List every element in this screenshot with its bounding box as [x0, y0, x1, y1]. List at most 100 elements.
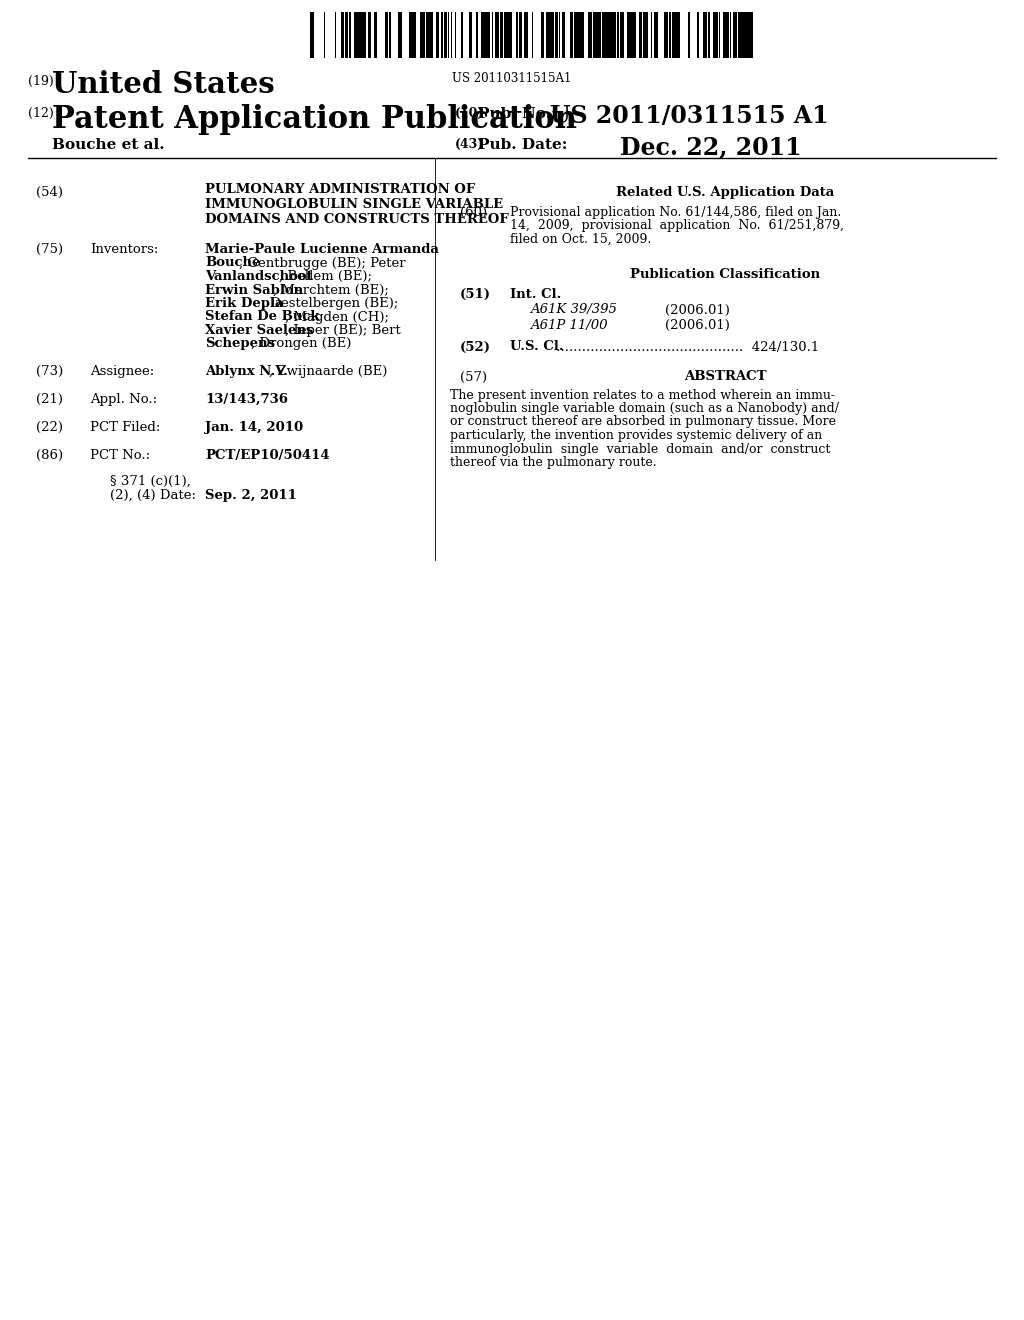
- Bar: [546, 12, 549, 58]
- Text: (60): (60): [460, 206, 487, 219]
- Bar: [723, 12, 725, 58]
- Text: immunoglobulin  single  variable  domain  and/or  construct: immunoglobulin single variable domain an…: [450, 442, 830, 455]
- Bar: [476, 12, 478, 58]
- Bar: [634, 12, 636, 58]
- Bar: [354, 12, 357, 58]
- Text: Marie-Paule Lucienne Armanda: Marie-Paule Lucienne Armanda: [205, 243, 439, 256]
- Text: Appl. No.:: Appl. No.:: [90, 393, 157, 407]
- Bar: [740, 12, 742, 58]
- Bar: [677, 12, 679, 58]
- Bar: [733, 12, 737, 58]
- Bar: [725, 12, 727, 58]
- Bar: [745, 12, 746, 58]
- Bar: [422, 12, 425, 58]
- Bar: [409, 12, 412, 58]
- Text: A61P 11/00: A61P 11/00: [530, 319, 607, 333]
- Text: 14,  2009,  provisional  application  No.  61/251,879,: 14, 2009, provisional application No. 61…: [510, 219, 844, 232]
- Text: Vanlandschoot: Vanlandschoot: [205, 271, 312, 282]
- Text: Sep. 2, 2011: Sep. 2, 2011: [205, 488, 297, 502]
- Bar: [610, 12, 613, 58]
- Bar: [605, 12, 607, 58]
- Text: Publication Classification: Publication Classification: [630, 268, 820, 281]
- Bar: [345, 12, 348, 58]
- Text: Inventors:: Inventors:: [90, 243, 159, 256]
- Bar: [749, 12, 753, 58]
- Text: Ablynx N.V.: Ablynx N.V.: [205, 366, 288, 378]
- Text: Related U.S. Application Data: Related U.S. Application Data: [615, 186, 835, 199]
- Text: (51): (51): [460, 288, 490, 301]
- Text: (57): (57): [460, 371, 487, 384]
- Bar: [368, 12, 370, 58]
- Bar: [579, 12, 583, 58]
- Text: , Destelbergen (BE);: , Destelbergen (BE);: [262, 297, 398, 310]
- Text: thereof via the pulmonary route.: thereof via the pulmonary route.: [450, 455, 656, 469]
- Text: particularly, the invention provides systemic delivery of an: particularly, the invention provides sys…: [450, 429, 822, 442]
- Bar: [520, 12, 522, 58]
- Text: or construct thereof are absorbed in pulmonary tissue. More: or construct thereof are absorbed in pul…: [450, 416, 836, 429]
- Bar: [496, 12, 498, 58]
- Bar: [469, 12, 472, 58]
- Text: , Merchtem (BE);: , Merchtem (BE);: [273, 284, 389, 297]
- Bar: [588, 12, 592, 58]
- Text: 13/143,736: 13/143,736: [205, 393, 288, 407]
- Bar: [727, 12, 729, 58]
- Text: Pub. No.:: Pub. No.:: [478, 107, 557, 121]
- Text: (73): (73): [36, 366, 63, 378]
- Text: Jan. 14, 2010: Jan. 14, 2010: [205, 421, 303, 434]
- Bar: [310, 12, 313, 58]
- Text: Assignee:: Assignee:: [90, 366, 155, 378]
- Text: noglobulin single variable domain (such as a Nanobody) and/: noglobulin single variable domain (such …: [450, 403, 839, 414]
- Bar: [664, 12, 668, 58]
- Bar: [552, 12, 554, 58]
- Text: Erik Depla: Erik Depla: [205, 297, 284, 310]
- Text: (22): (22): [36, 421, 63, 434]
- Text: ............................................  424/130.1: ........................................…: [552, 341, 819, 354]
- Text: US 20110311515A1: US 20110311515A1: [453, 73, 571, 84]
- Bar: [385, 12, 388, 58]
- Text: (10): (10): [455, 107, 484, 120]
- Bar: [607, 12, 609, 58]
- Bar: [509, 12, 512, 58]
- Bar: [362, 12, 364, 58]
- Text: Patent Application Publication: Patent Application Publication: [52, 104, 577, 135]
- Bar: [400, 12, 402, 58]
- Text: IMMUNOGLOBULIN SINGLE VARIABLE: IMMUNOGLOBULIN SINGLE VARIABLE: [205, 198, 503, 211]
- Text: (2), (4) Date:: (2), (4) Date:: [110, 488, 196, 502]
- Text: Provisional application No. 61/144,586, filed on Jan.: Provisional application No. 61/144,586, …: [510, 206, 842, 219]
- Text: Dec. 22, 2011: Dec. 22, 2011: [620, 135, 802, 158]
- Text: Pub. Date:: Pub. Date:: [478, 139, 567, 152]
- Text: U.S. Cl.: U.S. Cl.: [510, 341, 563, 354]
- Bar: [708, 12, 710, 58]
- Bar: [555, 12, 558, 58]
- Text: Bouche et al.: Bouche et al.: [52, 139, 165, 152]
- Bar: [481, 12, 485, 58]
- Bar: [577, 12, 579, 58]
- Bar: [746, 12, 749, 58]
- Text: (86): (86): [36, 449, 63, 462]
- Bar: [505, 12, 507, 58]
- Bar: [420, 12, 422, 58]
- Bar: [742, 12, 745, 58]
- Bar: [357, 12, 360, 58]
- Text: US 2011/0311515 A1: US 2011/0311515 A1: [550, 104, 828, 128]
- Bar: [444, 12, 447, 58]
- Bar: [428, 12, 430, 58]
- Text: , Drongen (BE): , Drongen (BE): [251, 338, 351, 351]
- Text: Int. Cl.: Int. Cl.: [510, 288, 561, 301]
- Bar: [672, 12, 675, 58]
- Text: (2006.01): (2006.01): [665, 319, 730, 333]
- Bar: [714, 12, 717, 58]
- Text: Schepens: Schepens: [205, 338, 275, 351]
- Text: (75): (75): [36, 243, 63, 256]
- Bar: [703, 12, 706, 58]
- Bar: [688, 12, 690, 58]
- Text: , Zwijnaarde (BE): , Zwijnaarde (BE): [269, 366, 387, 378]
- Text: (52): (52): [460, 341, 490, 354]
- Text: PULMONARY ADMINISTRATION OF: PULMONARY ADMINISTRATION OF: [205, 183, 475, 195]
- Bar: [349, 12, 351, 58]
- Bar: [570, 12, 572, 58]
- Bar: [549, 12, 552, 58]
- Text: United States: United States: [52, 70, 274, 99]
- Bar: [562, 12, 565, 58]
- Bar: [500, 12, 503, 58]
